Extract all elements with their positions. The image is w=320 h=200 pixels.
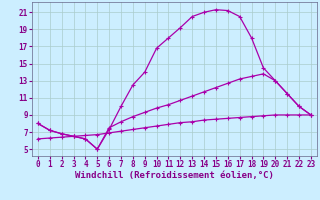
X-axis label: Windchill (Refroidissement éolien,°C): Windchill (Refroidissement éolien,°C) [75,171,274,180]
